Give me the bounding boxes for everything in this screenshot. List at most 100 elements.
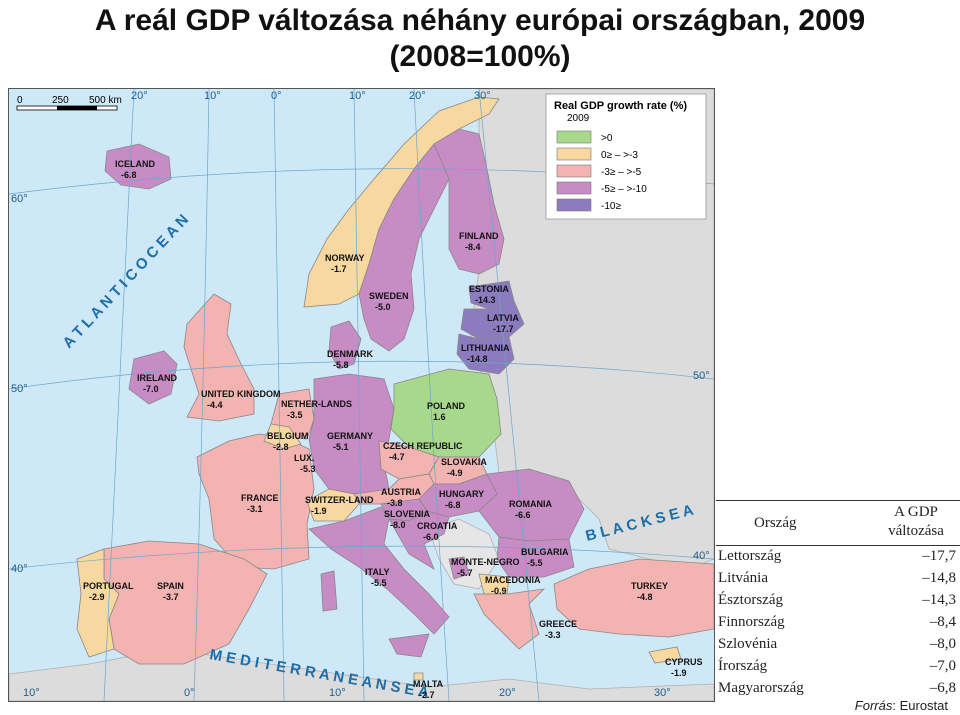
country-label: MACEDONIA -0.9 [485, 575, 541, 596]
country-label: SLOVAKIA -4.9 [441, 457, 487, 478]
country-label: FINLAND -8.4 [459, 231, 499, 252]
country-label: SPAIN -3.7 [157, 581, 184, 602]
legend-year: 2009 [567, 113, 590, 124]
row-value: –14,8 [922, 570, 956, 586]
grid-label: 10° [23, 687, 40, 699]
country-label: LATVIA -17.7 [487, 313, 519, 334]
row-country: Litvánia [718, 570, 768, 586]
legend-swatch [556, 147, 592, 161]
grid-label: 40° [693, 550, 710, 562]
grid-label: 30° [654, 687, 671, 699]
country-label: POLAND 1.6 [427, 401, 466, 422]
country-label: MONTE-NEGRO -5.7 [451, 557, 520, 578]
country-label: CYPRUS -1.9 [665, 657, 703, 678]
table-row: Finnország –8,4 [716, 612, 960, 634]
scale-label: 500 km [89, 95, 122, 106]
table-header: Ország A GDP változása [716, 500, 960, 546]
country-turkey [553, 558, 714, 638]
col-gdp-header-line1: A GDP [894, 504, 938, 520]
country-label: NORWAY -1.7 [325, 253, 365, 274]
country-label: LUX. -5.3 [294, 453, 316, 474]
legend-title: Real GDP growth rate (%) [554, 100, 687, 112]
country-italy [308, 506, 450, 635]
country-label: BULGARIA -5.5 [521, 547, 569, 568]
country-label: BELGIUM -2.8 [267, 431, 309, 452]
country-label: DENMARK -5.8 [327, 349, 373, 370]
legend-swatch [556, 130, 592, 144]
gdp-table: Ország A GDP változása Lettország –17,7 L… [716, 500, 960, 713]
country-sweden [358, 140, 450, 352]
country-cyprus [648, 646, 682, 664]
country-label: NETHER-LANDS -3.5 [281, 399, 352, 420]
source-label: Forrás [854, 698, 893, 713]
row-country: Szlovénia [718, 636, 778, 652]
scale-label: 250 [52, 95, 69, 106]
legend-label: -5≥ – >-10 [601, 184, 647, 195]
table-row: Litvánia –14,8 [716, 568, 960, 590]
country-denmark [328, 320, 362, 370]
grid-label: 50° [693, 370, 710, 382]
country-label: CROATIA -6.0 [417, 521, 458, 542]
legend-swatch [556, 164, 592, 178]
non-eu-land-balkans [428, 518, 500, 590]
row-country: Lettország [718, 548, 782, 564]
table-row: Észtország –14,3 [716, 590, 960, 612]
row-value: –7,0 [929, 658, 956, 674]
country-label: MALTA -2.7 [413, 679, 444, 700]
row-value: –6,8 [929, 680, 956, 696]
country-sicily [388, 633, 430, 658]
country-greece [473, 588, 546, 650]
country-belgium [263, 423, 302, 450]
graticule [9, 89, 714, 701]
country-label: UNITED KINGDOM -4.4 [201, 389, 281, 410]
country-sardinia [320, 570, 338, 612]
row-country: Magyarország [718, 680, 804, 696]
country-label: SLOVENIA -8.0 [384, 509, 431, 530]
grid-label: 10° [329, 687, 346, 699]
scale-bar: 0 250 500 km [16, 95, 122, 111]
country-label: LITHUANIA -14.8 [461, 343, 510, 364]
country-iceland [104, 143, 172, 190]
row-country: Észtország [718, 592, 783, 608]
grid-label: 30° [474, 90, 491, 102]
grid-label: 40° [11, 563, 28, 575]
table-row: Magyarország –6,8 [716, 678, 960, 700]
country-label: IRELAND -7.0 [137, 373, 177, 394]
table-row: Írország –7,0 [716, 656, 960, 678]
country-latvia [460, 300, 525, 340]
country-label: SWEDEN -5.0 [369, 291, 409, 312]
legend-swatch [556, 181, 592, 195]
country-portugal [76, 548, 120, 658]
map-legend: Real GDP growth rate (%) 2009 >0 0≥ – >-3… [545, 93, 707, 220]
country-switzerland [306, 488, 360, 522]
col-gdp-header: A GDP változása [876, 503, 956, 541]
grid-label: 50° [11, 383, 28, 395]
row-value: –14,3 [922, 592, 956, 608]
chart-title: A reál GDP változása néhány európai orsz… [94, 4, 866, 37]
country-croatia [388, 510, 450, 570]
scale-label: 0 [17, 95, 23, 106]
table-row: Lettország –17,7 [716, 546, 960, 568]
country-france [196, 433, 315, 570]
row-value: –8,0 [929, 636, 956, 652]
grid-label: 20° [499, 687, 516, 699]
legend-label: -10≥ [601, 201, 621, 212]
country-malta [413, 672, 424, 681]
table-row: Szlovénia –8,0 [716, 634, 960, 656]
country-ireland [128, 350, 178, 405]
country-label: ITALY -5.5 [365, 567, 390, 588]
grid-label: 0° [271, 90, 282, 102]
country-label: ICELAND -6.8 [115, 159, 155, 180]
row-value: –17,7 [922, 548, 956, 564]
country-label: CZECH REPUBLIC -4.7 [383, 441, 463, 462]
grid-label: 20° [131, 90, 148, 102]
country-label: ROMANIA -6.6 [509, 499, 552, 520]
legend-swatch [556, 198, 592, 212]
grid-label: 0° [184, 687, 195, 699]
country-montenegro [448, 556, 470, 580]
source-text: : Eurostat [892, 698, 948, 713]
country-label: SWITZER-LAND -1.9 [305, 495, 374, 516]
country-label: FRANCE -3.1 [241, 493, 279, 514]
country-label: TURKEY -4.8 [631, 581, 668, 602]
country-label: PORTUGAL -2.9 [83, 581, 134, 602]
